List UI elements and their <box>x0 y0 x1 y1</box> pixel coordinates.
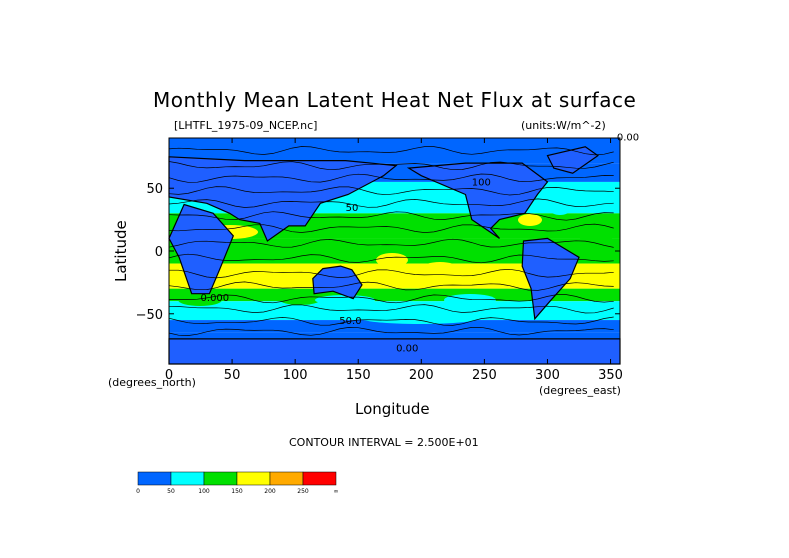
y-tick-label: 0 <box>155 245 163 260</box>
colorbar-tick-label: 150 <box>231 488 243 495</box>
flux-patch <box>376 253 408 267</box>
x-tick-label: 0 <box>165 368 173 383</box>
units-label: (units:W/m^-2) <box>521 119 606 132</box>
contour-label: 100 <box>472 178 491 189</box>
x-tick-label: 150 <box>346 368 371 383</box>
contour-line <box>168 316 614 326</box>
x-tick-label: 200 <box>409 368 434 383</box>
colorbar-tick-label: 50 <box>167 488 175 495</box>
x-tick-label: 100 <box>283 368 308 383</box>
contour-line <box>168 304 614 314</box>
colorbar-swatch <box>269 471 304 486</box>
flux-patch <box>518 214 542 226</box>
y-tick-label: 50 <box>146 182 163 197</box>
contour-line <box>168 281 614 291</box>
contour-line <box>168 186 614 196</box>
contour-line <box>168 161 614 171</box>
land-mask <box>521 237 580 321</box>
flux-patch <box>360 312 480 324</box>
colorbar-swatch <box>302 471 337 486</box>
land-mask <box>312 265 363 300</box>
contour-label: 0.00 <box>617 133 639 144</box>
y-axis-title: Latitude <box>112 220 130 282</box>
file-label: [LHTFL_1975-09_NCEP.nc] <box>174 119 318 132</box>
flux-patch <box>392 223 448 233</box>
flux-patch <box>444 294 496 306</box>
colorbar-swatch <box>203 471 238 486</box>
contour-line <box>168 294 614 304</box>
flux-band <box>169 301 620 321</box>
contour-line <box>168 211 614 221</box>
flux-band <box>169 320 620 333</box>
contour-line <box>168 198 614 208</box>
colorbar-swatch <box>236 471 271 486</box>
flux-patch <box>422 262 458 274</box>
contour-line <box>168 173 614 183</box>
x-units-label: (degrees_east) <box>539 384 621 397</box>
contour-line <box>168 146 614 156</box>
chart-title: Monthly Mean Latent Heat Net Flux at sur… <box>153 88 637 112</box>
x-tick-label: 250 <box>472 368 497 383</box>
flux-patch <box>280 295 320 305</box>
colorbar-tick-label: 0 <box>136 488 140 495</box>
colorbar-tick-label: 100 <box>198 488 210 495</box>
flux-band <box>169 138 620 164</box>
colorbar-tick-label: 250 <box>297 488 309 495</box>
y-tick-label: −50 <box>136 308 163 323</box>
land-mask <box>168 338 621 365</box>
colorbar-swatch <box>170 471 205 486</box>
contour-line <box>169 268 614 279</box>
contour-label: 50.0 <box>339 316 361 327</box>
contour-line <box>168 326 614 336</box>
contour-line <box>168 253 614 264</box>
flux-patch <box>550 205 570 215</box>
x-axis-title: Longitude <box>355 400 430 418</box>
colorbar-swatch <box>137 471 172 486</box>
x-tick-label: 350 <box>598 368 623 383</box>
colorbar-tick-label: ∞ <box>334 488 339 495</box>
contour-line <box>168 238 614 248</box>
contour-label: 0.000 <box>201 293 230 304</box>
x-tick-label: 300 <box>535 368 560 383</box>
flux-patch <box>265 264 309 280</box>
contour-label: 0.00 <box>396 343 418 354</box>
colorbar-tick-label: 200 <box>264 488 276 495</box>
contour-label: 50 <box>346 203 359 214</box>
x-tick-label: 50 <box>224 368 241 383</box>
flux-patch <box>315 295 375 305</box>
flux-patch <box>580 232 612 244</box>
contour-interval-label: CONTOUR INTERVAL = 2.500E+01 <box>289 436 479 449</box>
y-units-label: (degrees_north) <box>108 376 196 389</box>
contour-line <box>168 223 614 233</box>
land-mask <box>406 162 549 239</box>
